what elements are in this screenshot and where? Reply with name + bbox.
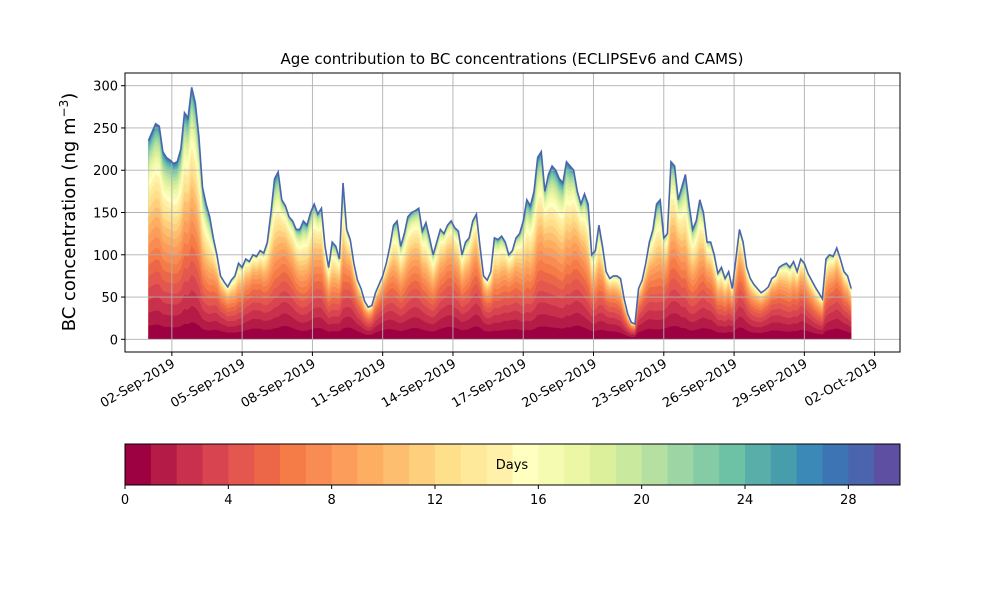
colorbar-tick-label: 20: [633, 493, 650, 508]
y-tick-label: 100: [93, 249, 118, 264]
x-tick-label: 26-Sep-2019: [660, 356, 740, 411]
x-tick-label: 29-Sep-2019: [731, 356, 811, 411]
x-tick-label: 23-Sep-2019: [590, 356, 670, 411]
y-tick-label: 0: [110, 333, 118, 348]
x-tick-label: 05-Sep-2019: [168, 356, 248, 411]
x-tick-label: 08-Sep-2019: [239, 356, 319, 411]
colorbar-swatch: [176, 444, 203, 485]
y-axis-label: BC concentration (ng m−3): [57, 93, 80, 332]
colorbar-swatch: [331, 444, 358, 485]
colorbar-tick-label: 4: [224, 493, 232, 508]
age-layers: [148, 87, 852, 340]
colorbar-swatch: [512, 444, 539, 485]
colorbar-swatch: [305, 444, 333, 485]
colorbar-swatch: [460, 444, 488, 485]
colorbar-swatch: [641, 444, 668, 485]
colorbar-swatch: [228, 444, 255, 485]
colorbar-swatch: [693, 444, 720, 485]
colorbar-swatch: [280, 444, 307, 485]
plot-area: [124, 72, 901, 353]
colorbar-swatch: [486, 444, 513, 485]
colorbar-tick-label: 0: [121, 493, 129, 508]
colorbar-tick-label: 28: [840, 493, 857, 508]
colorbar: Days 0 4 8 12 16 20 24 28: [121, 443, 901, 508]
colorbar-swatch: [150, 444, 178, 485]
colorbar-swatch: [848, 444, 875, 485]
x-tick-label: 02-Sep-2019: [98, 356, 178, 411]
colorbar-swatch: [254, 444, 281, 485]
colorbar-swatch: [745, 444, 772, 485]
colorbar-swatch: [538, 444, 565, 485]
y-tick-label: 50: [101, 291, 118, 306]
y-tick-label: 300: [93, 80, 118, 95]
colorbar-swatch: [874, 444, 901, 485]
colorbar-swatch: [667, 444, 694, 485]
colorbar-ticks: 0 4 8 12 16 20 24 28: [121, 485, 857, 508]
x-tick-label: 02-Oct-2019: [802, 356, 880, 410]
colorbar-tick-label: 12: [427, 493, 444, 508]
colorbar-swatch: [719, 444, 746, 485]
colorbar-tick-label: 8: [328, 493, 336, 508]
colorbar-swatch: [770, 444, 798, 485]
y-tick-label: 150: [93, 207, 118, 222]
colorbar-label: Days: [496, 458, 529, 473]
colorbar-swatch: [615, 444, 643, 485]
colorbar-swatch: [822, 444, 849, 485]
colorbar-swatch: [564, 444, 591, 485]
y-tick-label: 250: [93, 122, 118, 137]
x-tick-label: 14-Sep-2019: [379, 356, 459, 411]
y-tick-label: 200: [93, 164, 118, 179]
colorbar-swatch: [409, 444, 436, 485]
colorbar-tick-label: 24: [737, 493, 754, 508]
colorbar-swatch: [125, 444, 152, 485]
x-axis: 02-Sep-201905-Sep-201908-Sep-201911-Sep-…: [98, 352, 881, 411]
colorbar-swatch: [590, 444, 617, 485]
colorbar-swatch: [202, 444, 229, 485]
y-axis: 0 50 100 150 200 250 300: [93, 80, 125, 348]
age-layer-0: [148, 322, 852, 340]
colorbar-swatch: [357, 444, 384, 485]
colorbar-swatches: [125, 444, 901, 485]
colorbar-frame: [124, 443, 901, 486]
colorbar-swatch: [796, 444, 823, 485]
x-tick-label: 17-Sep-2019: [449, 356, 529, 411]
chart-title: Age contribution to BC concentrations (E…: [281, 50, 744, 68]
colorbar-swatch: [383, 444, 410, 485]
total-concentration-line: [147, 87, 852, 326]
x-tick-label: 11-Sep-2019: [309, 356, 389, 411]
x-tick-label: 20-Sep-2019: [520, 356, 600, 411]
colorbar-tick-label: 16: [530, 493, 547, 508]
colorbar-swatch: [435, 444, 462, 485]
